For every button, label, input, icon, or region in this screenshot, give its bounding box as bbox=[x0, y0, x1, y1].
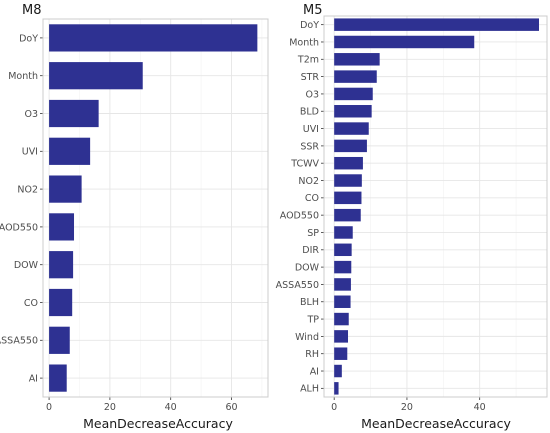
y-tick-label: BLD bbox=[300, 107, 319, 118]
bar-m5-str bbox=[334, 70, 377, 83]
bar-m5-no2 bbox=[334, 174, 362, 187]
bar-m8-ai bbox=[49, 364, 67, 392]
panel-border-m5 bbox=[323, 15, 548, 398]
y-tick-label: AOD550 bbox=[280, 211, 319, 222]
bar-m8-co bbox=[49, 288, 73, 317]
y-tick-label: AI bbox=[310, 366, 319, 377]
bar-m8-dow bbox=[49, 251, 74, 279]
panel-border-m8 bbox=[42, 18, 269, 398]
bar-m5-ssr bbox=[334, 139, 367, 153]
bar-m5-tp bbox=[334, 312, 349, 326]
bar-m8-month bbox=[49, 62, 143, 90]
bar-m5-sp bbox=[334, 226, 353, 239]
y-tick-label: ASSA550 bbox=[276, 280, 319, 291]
bar-m5-rh bbox=[334, 347, 348, 360]
bar-m5-o3 bbox=[334, 87, 373, 101]
y-tick-label: SP bbox=[307, 228, 319, 239]
y-tick-label: AI bbox=[29, 374, 38, 385]
bar-m8-doy bbox=[49, 24, 258, 52]
y-tick-label: RH bbox=[305, 349, 319, 360]
y-tick-label: DoY bbox=[300, 20, 319, 31]
y-tick-label: CO bbox=[24, 298, 38, 309]
panel-title-m8: M8 bbox=[22, 3, 42, 18]
bar-m5-uvi bbox=[334, 122, 369, 135]
bar-m5-dow bbox=[334, 260, 352, 274]
bar-m5-assa550 bbox=[334, 278, 351, 291]
y-tick-label: BLH bbox=[300, 297, 319, 308]
y-tick-label: Month bbox=[289, 37, 319, 48]
y-tick-label: ASSA550 bbox=[0, 336, 38, 347]
bar-m8-uvi bbox=[49, 137, 91, 165]
y-tick-label: DOW bbox=[295, 263, 320, 274]
y-tick-label: UVI bbox=[303, 124, 319, 135]
bar-m5-dir bbox=[334, 243, 352, 257]
x-axis-title-m5: MeanDecreaseAccuracy bbox=[361, 416, 511, 431]
bar-m5-aod550 bbox=[334, 208, 361, 222]
y-tick-label: DoY bbox=[19, 33, 38, 44]
bar-m5-co bbox=[334, 191, 362, 205]
x-tick-label: 0 bbox=[46, 402, 52, 413]
bar-m5-bld bbox=[334, 105, 372, 118]
y-tick-label: TP bbox=[306, 314, 319, 325]
y-tick-label: UVI bbox=[22, 147, 38, 158]
bar-m5-alh bbox=[334, 382, 339, 395]
x-axis-title-m8: MeanDecreaseAccuracy bbox=[83, 416, 233, 431]
y-tick-label: AOD550 bbox=[0, 222, 38, 233]
y-tick-label: SSR bbox=[300, 141, 319, 152]
y-tick-label: Wind bbox=[295, 332, 319, 343]
bar-m5-t2m bbox=[334, 53, 380, 66]
y-tick-label: Month bbox=[8, 71, 38, 82]
bar-m8-assa550 bbox=[49, 326, 70, 354]
y-tick-label: O3 bbox=[24, 109, 38, 120]
bar-m8-aod550 bbox=[49, 213, 75, 241]
y-tick-label: NO2 bbox=[17, 185, 38, 196]
y-tick-label: DIR bbox=[302, 245, 319, 256]
x-tick-label: 20 bbox=[401, 402, 413, 413]
bar-m5-month bbox=[334, 35, 475, 49]
bar-m5-blh bbox=[334, 295, 351, 308]
panel-m8: DoY Month O3 UVI NO2 AOD550 DOW CO ASSA550 AI 0 20… bbox=[0, 18, 269, 413]
y-tick-label: NO2 bbox=[298, 176, 319, 187]
bar-m5-ai bbox=[334, 364, 342, 378]
y-tick-label: CO bbox=[305, 193, 319, 204]
bar-m8-o3 bbox=[49, 99, 99, 128]
x-tick-label: 40 bbox=[165, 402, 177, 413]
x-tick-label: 60 bbox=[225, 402, 237, 413]
bar-m8-no2 bbox=[49, 175, 82, 203]
y-tick-label: O3 bbox=[305, 89, 319, 100]
x-tick-label: 40 bbox=[474, 402, 486, 413]
panel-m5: DoY Month T2m STR O3 BLD UVI SSR TCWV NO2 CO AOD550… bbox=[276, 15, 548, 413]
y-tick-label: DOW bbox=[14, 260, 39, 271]
y-tick-label: TCWV bbox=[290, 159, 319, 170]
bar-m5-tcwv bbox=[334, 156, 363, 170]
y-tick-label: T2m bbox=[297, 55, 319, 66]
y-tick-label: STR bbox=[301, 72, 320, 83]
bar-m5-wind bbox=[334, 330, 349, 343]
bar-m5-doy bbox=[334, 18, 539, 31]
x-tick-label: 0 bbox=[331, 402, 337, 413]
panel-title-m5: M5 bbox=[303, 3, 323, 18]
y-tick-label: ALH bbox=[300, 384, 319, 395]
x-tick-label: 20 bbox=[104, 402, 116, 413]
